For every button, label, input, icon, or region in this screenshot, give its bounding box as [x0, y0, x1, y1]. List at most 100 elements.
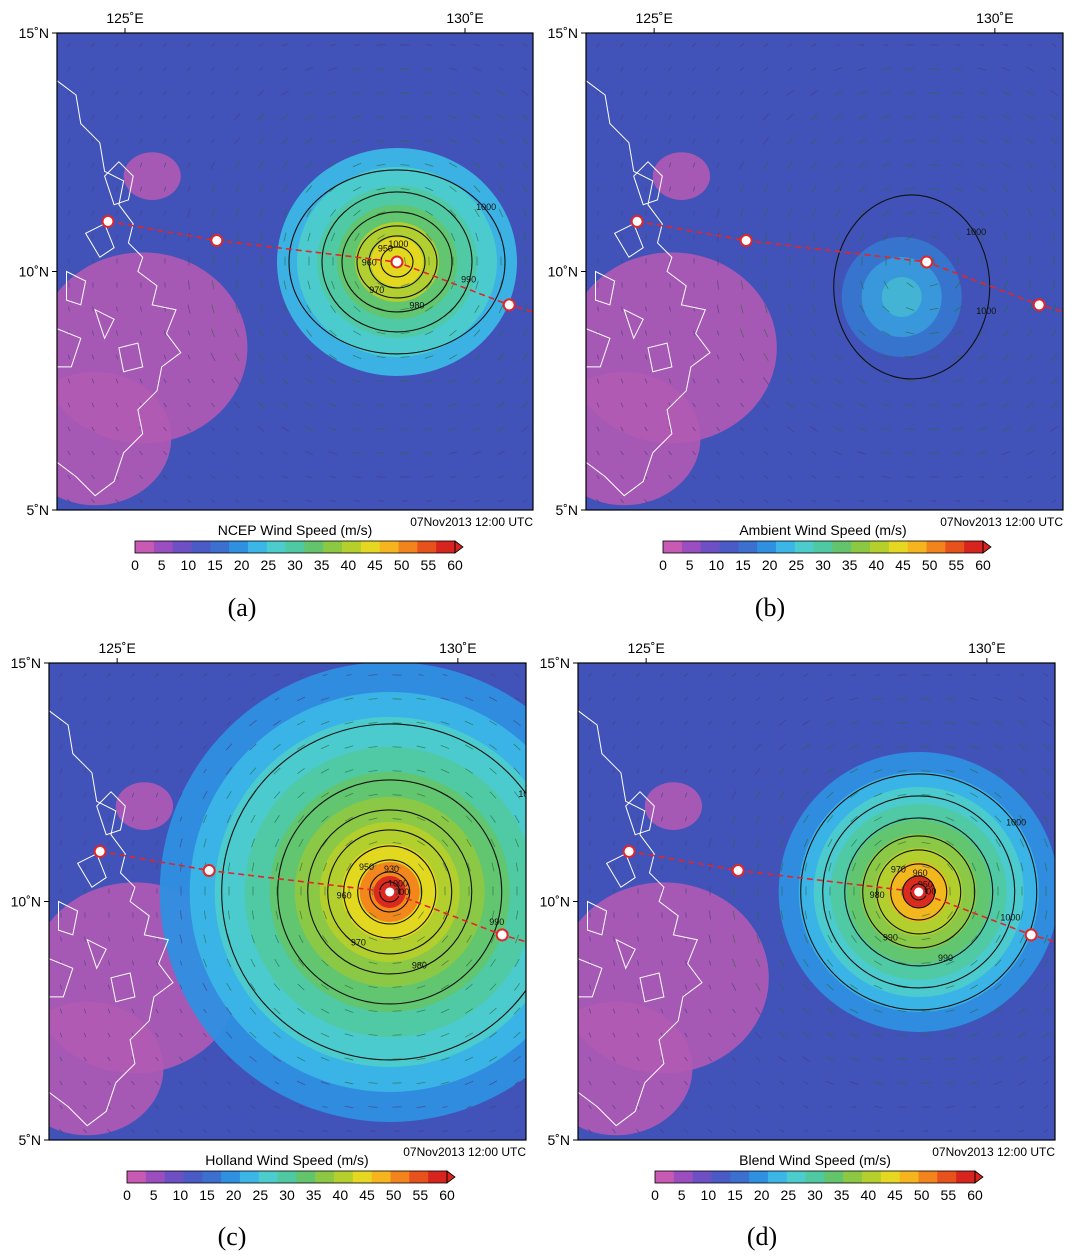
track-marker — [95, 846, 106, 857]
contour-label: 1000 — [1006, 817, 1026, 827]
colorbar-swatch — [202, 1171, 221, 1183]
contour-label: 1000 — [388, 239, 408, 249]
panel-caption: (a) — [228, 593, 257, 622]
low-wind-region — [116, 782, 173, 830]
colorbar-tick-label: 10 — [701, 1187, 717, 1203]
track-marker — [384, 886, 395, 897]
colorbar-swatch — [824, 1171, 843, 1183]
colorbar-tick-label: 20 — [754, 1187, 770, 1203]
track-marker — [921, 256, 932, 267]
lat-tick-label: 15˚N — [11, 655, 41, 671]
colorbar-swatch — [738, 541, 757, 553]
colorbar-tick-label: 30 — [287, 557, 303, 573]
colorbar-swatch — [768, 1171, 787, 1183]
colorbar-swatch — [711, 1171, 730, 1183]
lon-tick-label: 130˚E — [968, 640, 1005, 656]
colorbar-swatch — [806, 1171, 825, 1183]
contour-label: 960 — [337, 890, 352, 900]
colorbar-swatch — [795, 541, 814, 553]
colorbar-tick-label: 50 — [914, 1187, 930, 1203]
timestamp: 07Nov2013 12:00 UTC — [410, 515, 533, 529]
colorbar-swatch — [870, 541, 889, 553]
colorbar-label: Blend Wind Speed (m/s) — [739, 1152, 891, 1168]
colorbar-swatch — [304, 541, 323, 553]
colorbar-tick-label: 0 — [123, 1187, 131, 1203]
colorbar-tick-label: 5 — [150, 1187, 158, 1203]
colorbar-swatch — [372, 1171, 391, 1183]
lat-tick-label: 10˚N — [540, 894, 570, 910]
colorbar-tick-label: 35 — [834, 1187, 850, 1203]
colorbar-tick-label: 20 — [234, 557, 250, 573]
track-marker — [1026, 929, 1037, 940]
colorbar-swatch — [674, 1171, 693, 1183]
colorbar-tick-label: 55 — [941, 1187, 957, 1203]
wind-arrow — [393, 1011, 402, 1012]
colorbar-swatch — [956, 1171, 975, 1183]
wind-arrow — [393, 771, 402, 772]
colorbar-swatch — [146, 1171, 165, 1183]
colorbar-swatch — [315, 1171, 334, 1183]
lon-tick-label: 130˚E — [976, 10, 1013, 26]
colorbar-swatch — [154, 541, 173, 553]
timestamp: 07Nov2013 12:00 UTC — [932, 1145, 1055, 1159]
wind-arrow — [922, 1011, 931, 1012]
lat-tick-label: 15˚N — [548, 25, 578, 41]
track-marker — [211, 235, 222, 246]
colorbar-swatch — [787, 1171, 806, 1183]
colorbar-tick-label: 15 — [199, 1187, 215, 1203]
colorbar-swatch — [183, 1171, 202, 1183]
low-wind-region — [653, 152, 710, 200]
contour-label: 1000 — [976, 306, 996, 316]
contour-label: 1000 — [1000, 912, 1020, 922]
timestamp: 07Nov2013 12:00 UTC — [940, 515, 1063, 529]
colorbar-swatch — [900, 1171, 919, 1183]
colorbar-extend-arrow — [455, 541, 463, 553]
lat-tick-label: 15˚N — [540, 655, 570, 671]
track-marker — [392, 256, 403, 267]
colorbar-swatch — [409, 1171, 428, 1183]
wind-arrow — [686, 865, 687, 870]
colorbar-swatch — [229, 541, 248, 553]
colorbar-tick-label: 45 — [367, 557, 383, 573]
colorbar-swatch — [701, 541, 720, 553]
wind-arrow — [930, 381, 939, 382]
lon-tick-label: 130˚E — [439, 640, 476, 656]
lat-tick-label: 10˚N — [19, 264, 49, 280]
colorbar-swatch — [173, 541, 192, 553]
colorbar-tick-label: 30 — [279, 1187, 295, 1203]
colorbar-tick-label: 60 — [439, 1187, 455, 1203]
colorbar-tick-label: 20 — [762, 557, 778, 573]
colorbar-tick-label: 25 — [789, 557, 805, 573]
lat-tick-label: 10˚N — [548, 264, 578, 280]
colorbar-swatch — [730, 1171, 749, 1183]
colorbar-tick-label: 25 — [253, 1187, 269, 1203]
colorbar-tick-label: 50 — [922, 557, 938, 573]
contour-label: 1000 — [966, 227, 986, 237]
colorbar-swatch — [417, 541, 436, 553]
track-marker — [504, 299, 515, 310]
wind-arrow — [922, 771, 931, 772]
colorbar-tick-label: 40 — [333, 1187, 349, 1203]
lon-tick-label: 125˚E — [106, 10, 143, 26]
lon-tick-label: 125˚E — [635, 10, 672, 26]
contour-label: 970 — [351, 937, 366, 947]
panel-caption: (b) — [755, 593, 785, 622]
colorbar-swatch — [240, 1171, 259, 1183]
wind-arrow — [165, 235, 166, 240]
lon-tick-label: 125˚E — [98, 640, 135, 656]
colorbar-swatch — [832, 541, 851, 553]
track-marker — [741, 235, 752, 246]
colorbar-swatch — [693, 1171, 712, 1183]
colorbar-tick-label: 45 — [895, 557, 911, 573]
low-wind-region — [19, 372, 171, 506]
colorbar-extend-arrow — [983, 541, 991, 553]
colorbar-swatch — [663, 541, 682, 553]
colorbar-swatch — [278, 1171, 297, 1183]
colorbar-tick-label: 40 — [341, 557, 357, 573]
colorbar-tick-label: 50 — [386, 1187, 402, 1203]
contour-label: 990 — [461, 275, 476, 285]
